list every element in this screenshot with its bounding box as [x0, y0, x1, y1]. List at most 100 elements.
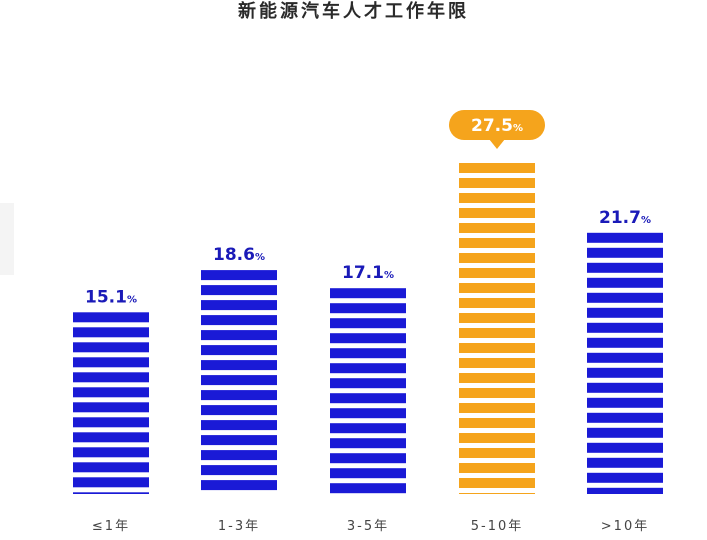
- bar-1: [73, 312, 149, 494]
- bar-stripe: [459, 403, 535, 413]
- bar-stripe: [587, 487, 663, 494]
- value-unit: %: [641, 215, 651, 226]
- value-label: 15.1%: [85, 287, 137, 307]
- bar-stripe: [587, 382, 663, 393]
- chart-title: 新能源汽车人才工作年限: [238, 1, 469, 22]
- bar-stripe: [201, 480, 277, 491]
- bar-stripe: [587, 457, 663, 468]
- bar-stripe: [459, 463, 535, 473]
- bubble-pointer: [489, 139, 505, 149]
- value-number: 27.5: [471, 116, 513, 136]
- bar-stripe: [330, 288, 406, 299]
- bar-stripe: [201, 450, 277, 461]
- bar-stripe: [587, 472, 663, 483]
- value-label: 21.7%: [599, 208, 651, 228]
- bar-stripe: [459, 313, 535, 323]
- bar-stripe: [330, 348, 406, 359]
- bar-stripe: [330, 408, 406, 419]
- bar-stripe: [330, 393, 406, 404]
- bar-stripe: [459, 208, 535, 218]
- bar-stripe: [459, 178, 535, 188]
- bar-stripe: [587, 367, 663, 378]
- value-label: 18.6%: [213, 245, 265, 265]
- bar-stripe: [459, 283, 535, 293]
- bar-stripe: [459, 193, 535, 203]
- bar-stripe: [587, 352, 663, 363]
- bar-stripe: [73, 417, 149, 428]
- bar-stripe: [459, 448, 535, 458]
- value-unit: %: [513, 123, 523, 134]
- bar-stripe: [201, 465, 277, 476]
- bar-stripe: [73, 357, 149, 368]
- bar-stripe: [459, 373, 535, 383]
- bar-stripe: [587, 412, 663, 423]
- value-unit: %: [384, 270, 394, 281]
- bar-stripe: [330, 438, 406, 449]
- bar-stripe: [330, 483, 406, 494]
- bar-stripe: [587, 292, 663, 303]
- highlight-value-bubble: 27.5%: [449, 110, 545, 149]
- bar-stripe: [201, 390, 277, 401]
- bar-stripe: [459, 388, 535, 398]
- bar-stripe: [459, 268, 535, 278]
- bar-stripe: [459, 343, 535, 353]
- category-label: 1-3年: [218, 519, 260, 534]
- bar-stripe: [201, 420, 277, 431]
- bar-stripe: [201, 435, 277, 446]
- bar-stripe: [201, 330, 277, 341]
- bar-stripe: [587, 442, 663, 453]
- bar-stripe: [201, 285, 277, 296]
- bar-stripe: [459, 223, 535, 233]
- value-number: 21.7: [599, 208, 641, 228]
- bar-stripe: [73, 477, 149, 488]
- bar-stripe: [330, 423, 406, 434]
- bar-stripe: [73, 447, 149, 458]
- bar-stripe: [459, 493, 535, 494]
- bar-3: [330, 288, 406, 494]
- bar-stripe: [587, 262, 663, 273]
- bar-stripe: [330, 453, 406, 464]
- bar-stripe: [73, 342, 149, 353]
- bar-stripe: [459, 358, 535, 368]
- bar-stripe: [459, 478, 535, 488]
- bar-stripe: [73, 387, 149, 398]
- value-label: 27.5%: [471, 116, 523, 136]
- bar-stripe: [459, 253, 535, 263]
- value-unit: %: [255, 252, 265, 263]
- bar-stripe: [73, 402, 149, 413]
- category-label: 5-10年: [471, 519, 524, 534]
- bar-stripe: [201, 375, 277, 386]
- bar-2: [201, 270, 277, 491]
- bar-stripe: [459, 328, 535, 338]
- bar-stripe: [330, 378, 406, 389]
- bar-stripe: [201, 270, 277, 281]
- bar-stripe: [459, 298, 535, 308]
- category-label: >10年: [601, 519, 649, 534]
- category-label: ≤1年: [92, 519, 130, 534]
- bar-stripe: [587, 322, 663, 333]
- bar-stripe: [459, 238, 535, 248]
- bar-stripe: [459, 433, 535, 443]
- bar-stripe: [201, 345, 277, 356]
- bar-stripe: [73, 327, 149, 338]
- bar-5: [587, 232, 663, 494]
- category-label: 3-5年: [347, 519, 389, 534]
- bar-stripe: [587, 277, 663, 288]
- side-tab: [0, 203, 14, 275]
- bar-stripe: [587, 307, 663, 318]
- bar-stripe: [73, 462, 149, 473]
- bar-stripe: [330, 303, 406, 314]
- bar-stripe: [587, 427, 663, 438]
- value-label: 17.1%: [342, 263, 394, 283]
- bar-stripe: [73, 312, 149, 323]
- bar-stripe: [201, 405, 277, 416]
- value-unit: %: [127, 294, 137, 305]
- bar-stripe: [330, 333, 406, 344]
- bar-stripe: [459, 163, 535, 173]
- bar-4: [459, 163, 535, 494]
- bar-stripe: [459, 418, 535, 428]
- bar-stripe: [330, 318, 406, 329]
- bar-stripe: [201, 360, 277, 371]
